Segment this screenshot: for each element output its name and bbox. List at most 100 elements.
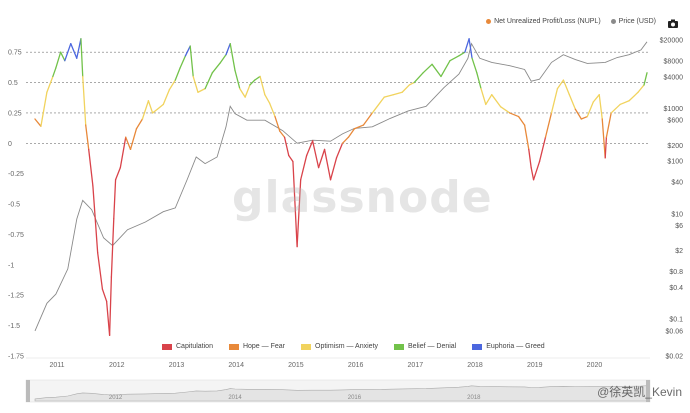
navigator-label: 2014	[228, 395, 242, 401]
nupl-segment	[192, 75, 199, 93]
nupl-segment	[347, 128, 356, 138]
legend-nupl[interactable]: Net Unrealized Profit/Loss (NUPL)	[486, 18, 601, 25]
x-tick-label: 2017	[408, 362, 424, 369]
nupl-segment	[135, 118, 144, 130]
nupl-segment	[431, 63, 442, 78]
hope-fear-swatch-icon	[228, 343, 239, 350]
euphoria-greed-swatch-icon	[472, 343, 483, 350]
legend-nupl-label: Net Unrealized Profit/Loss (NUPL)	[494, 18, 601, 25]
nupl-segment	[296, 179, 302, 248]
nupl-segment	[353, 124, 365, 130]
price-line	[34, 41, 648, 332]
nupl-segment	[574, 108, 582, 120]
nupl-segment	[254, 75, 261, 81]
nupl-segment	[274, 115, 281, 132]
nupl-segment	[52, 67, 57, 78]
nupl-segment	[335, 142, 344, 159]
right-tick-label: $100	[667, 159, 683, 166]
legend-hope-fear[interactable]: Hope — Fear	[228, 343, 285, 350]
nupl-segment	[643, 72, 648, 86]
legend-price[interactable]: Price (USD)	[610, 18, 656, 25]
right-tick-label: $20000	[660, 38, 683, 45]
nupl-segment	[323, 148, 332, 181]
left-tick-label: 0.25	[8, 110, 22, 117]
right-tick-label: $2	[675, 248, 683, 255]
x-tick-label: 2019	[527, 362, 543, 369]
x-tick-label: 2015	[288, 362, 304, 369]
legend-belief-denial-label: Belief — Denial	[408, 343, 457, 350]
left-tick-label: -1.5	[8, 323, 20, 330]
nupl-segment	[392, 91, 403, 96]
nupl-segment	[229, 42, 236, 72]
nupl-segment	[204, 72, 213, 90]
left-tick-label: 0.5	[8, 80, 18, 87]
nupl-segment	[538, 136, 547, 163]
nupl-segment	[184, 45, 191, 57]
right-tick-label: $1000	[664, 106, 684, 113]
nupl-segment	[464, 38, 470, 53]
legend-euphoria-greed[interactable]: Euphoria — Greed	[472, 343, 545, 350]
right-tick-label: $0.8	[669, 269, 683, 276]
nupl-segment	[76, 38, 82, 59]
left-tick-label: -0.25	[8, 171, 24, 178]
x-tick-label: 2020	[587, 362, 603, 369]
nupl-segment	[283, 136, 290, 157]
right-tick-label: $0.02	[665, 354, 683, 361]
nupl-segment	[46, 75, 54, 93]
nupl-segment	[532, 160, 541, 181]
legend-capitulation[interactable]: Capitulation	[162, 343, 213, 350]
nupl-segment	[468, 38, 473, 59]
nupl-segment	[168, 79, 176, 91]
left-tick-label: 0	[8, 141, 12, 148]
nupl-segment	[550, 87, 559, 114]
nupl-segment	[249, 79, 256, 86]
nupl-segment	[162, 89, 170, 106]
nupl-segment	[64, 42, 72, 62]
capitulation-swatch-icon	[162, 343, 172, 350]
right-tick-label: $4000	[664, 74, 684, 81]
left-tick-label: 0.75	[8, 50, 22, 57]
legend-capitulation-label: Capitulation	[176, 343, 213, 350]
right-tick-label: $0.4	[669, 285, 683, 292]
nupl-segment	[317, 148, 326, 169]
legend-price-label: Price (USD)	[618, 18, 656, 25]
nupl-segment	[101, 288, 108, 302]
nupl-segment	[288, 154, 294, 163]
nupl-segment	[458, 51, 466, 57]
nupl-segment	[371, 96, 385, 114]
nupl-segment	[292, 160, 298, 248]
nupl-segment	[34, 118, 42, 127]
navigator-label: 2012	[109, 395, 123, 401]
left-tick-label: -0.5	[8, 202, 20, 209]
camera-icon[interactable]	[668, 15, 678, 28]
nupl-segment	[485, 94, 493, 106]
nupl-segment	[530, 166, 535, 181]
x-tick-label: 2018	[467, 362, 483, 369]
nupl-segment	[110, 218, 115, 278]
legend-optimism-anxiety-label: Optimism — Anxiety	[315, 343, 379, 350]
left-tick-label: -0.75	[8, 232, 24, 239]
nupl-segment	[480, 87, 487, 106]
x-tick-label: 2014	[228, 362, 244, 369]
nupl-segment	[114, 166, 121, 181]
nupl-segment	[225, 42, 231, 56]
nupl-segment	[70, 42, 78, 59]
nupl-segment	[82, 75, 87, 126]
x-tick-label: 2016	[348, 362, 364, 369]
nupl-segment	[119, 136, 127, 169]
right-tick-label: $0.06	[665, 328, 683, 335]
nupl-segment	[141, 100, 150, 120]
nupl-segment	[105, 300, 111, 336]
nupl-segment	[408, 81, 415, 86]
nupl-segment	[383, 94, 394, 98]
nupl-segment	[562, 79, 571, 96]
nupl-segment	[211, 62, 221, 74]
legend-optimism-anxiety[interactable]: Optimism — Anxiety	[301, 343, 378, 350]
nupl-segment	[517, 115, 526, 126]
legend-belief-denial[interactable]: Belief — Denial	[394, 343, 456, 350]
right-tick-label: $40	[671, 180, 683, 187]
right-tick-label: $8000	[664, 58, 684, 65]
nupl-segment	[125, 136, 132, 151]
belief-denial-swatch-icon	[394, 343, 405, 350]
